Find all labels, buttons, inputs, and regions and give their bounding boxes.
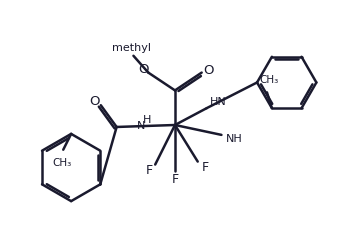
Text: HN: HN bbox=[210, 97, 226, 107]
Text: O: O bbox=[138, 63, 148, 76]
Text: F: F bbox=[146, 164, 153, 177]
Text: O: O bbox=[90, 95, 100, 108]
Text: NH: NH bbox=[225, 134, 242, 144]
Text: F: F bbox=[171, 173, 179, 186]
Text: O: O bbox=[203, 64, 214, 77]
Text: CH₃: CH₃ bbox=[53, 158, 72, 168]
Text: CH₃: CH₃ bbox=[259, 75, 279, 85]
Text: F: F bbox=[202, 161, 209, 174]
Text: methyl: methyl bbox=[112, 43, 151, 53]
Text: H: H bbox=[143, 115, 152, 125]
Text: N: N bbox=[137, 121, 146, 131]
